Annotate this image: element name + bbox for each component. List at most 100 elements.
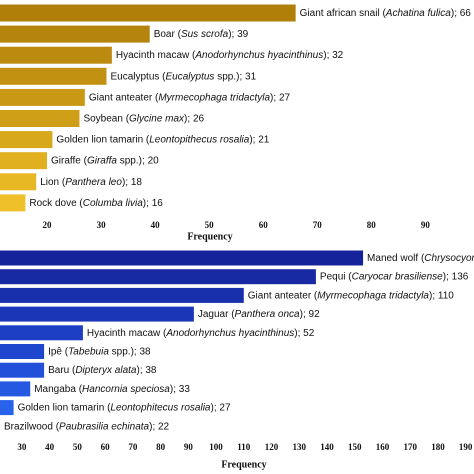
bar: [0, 152, 48, 170]
category-label: Rock dove (Columba livia): [29, 198, 146, 209]
value-label: 32: [332, 50, 344, 61]
x-tick-label: 180: [431, 442, 445, 452]
value-label: 110: [438, 290, 454, 301]
x-axis-title: Frequency: [187, 231, 232, 242]
bar-label: Giant anteater (Myrmecophaga tridactyla)…: [248, 290, 454, 301]
x-tick-label: 80: [156, 442, 166, 452]
x-axis-title: Frequency: [221, 459, 266, 470]
bar: [0, 131, 53, 149]
x-tick-label: 160: [376, 442, 390, 452]
category-label: Mangaba (Hancornia speciosa): [34, 384, 173, 395]
value-label: 52: [303, 327, 315, 338]
bar-label: Hyacinth macaw (Anodorhynchus hyacinthin…: [116, 50, 344, 61]
value-label: 18: [131, 176, 143, 187]
bar-label: Giant anteater (Myrmecophaga tridactyla)…: [89, 92, 291, 103]
bar-label: Hyacinth macaw (Anodorhynchus hyacinthin…: [87, 327, 315, 338]
category-label: Golden lion tamarin (Leontopithecus rosa…: [56, 134, 252, 145]
bar: [0, 306, 194, 322]
separator: ;: [173, 384, 179, 395]
separator: ;: [253, 134, 259, 145]
x-tick-label: 20: [43, 220, 53, 230]
separator: ;: [327, 50, 333, 61]
value-label: 27: [279, 92, 291, 103]
separator: ;: [273, 92, 279, 103]
bar-label: Jaguar (Panthera onca); 92: [198, 309, 320, 320]
bar: [0, 194, 26, 212]
separator: ;: [146, 198, 152, 209]
x-tick-label: 110: [237, 442, 251, 452]
category-label: Giant anteater (Myrmecophaga tridactyla): [248, 290, 433, 301]
bar: [0, 400, 14, 416]
separator: ;: [152, 421, 158, 432]
bar: [0, 4, 296, 22]
x-tick-label: 60: [101, 442, 111, 452]
value-label: 20: [148, 155, 160, 166]
value-label: 136: [452, 271, 469, 282]
category-label: Brazilwood (Paubrasilia echinata): [4, 421, 152, 432]
bar: [0, 67, 107, 85]
category-label: Jaguar (Panthera onca): [198, 309, 303, 320]
bar-label: Rock dove (Columba livia); 16: [29, 198, 163, 209]
category-label: Eucalyptus (Eucalyptus spp.): [110, 71, 239, 82]
x-tick-label: 70: [128, 442, 138, 452]
bar: [0, 173, 37, 191]
separator: ;: [432, 290, 438, 301]
separator: ;: [187, 113, 193, 124]
category-label: Hyacinth macaw (Anodorhynchus hyacinthin…: [116, 50, 327, 61]
x-tick-label: 40: [45, 442, 55, 452]
value-label: 38: [145, 365, 157, 376]
value-label: 22: [158, 421, 170, 432]
bar: [0, 325, 83, 341]
x-tick-label: 80: [367, 220, 377, 230]
x-tick-label: 150: [348, 442, 362, 452]
x-tick-label: 120: [265, 442, 279, 452]
x-tick-label: 170: [403, 442, 417, 452]
category-label: Boar (Sus scrofa): [154, 29, 232, 40]
bar-label: Lion (Panthera leo); 18: [40, 176, 142, 187]
value-label: 66: [460, 8, 472, 19]
category-label: Ipê (Tabebuia spp.): [48, 346, 134, 357]
bar: [0, 110, 80, 127]
x-tick-label: 100: [209, 442, 223, 452]
bar: [0, 344, 45, 359]
x-tick-label: 30: [17, 442, 27, 452]
separator: ;: [446, 271, 452, 282]
separator: ;: [232, 29, 238, 40]
bar-label: Soybean (Glycine max); 26: [83, 113, 204, 124]
bar: [0, 88, 85, 106]
bar-label: Ipê (Tabebuia spp.); 38: [48, 346, 151, 357]
separator: ;: [214, 402, 220, 413]
x-tick-label: 40: [151, 220, 161, 230]
separator: ;: [125, 176, 131, 187]
x-tick-label: 90: [184, 442, 194, 452]
bar: [0, 381, 31, 397]
value-label: 21: [258, 134, 270, 145]
x-tick-label: 130: [293, 442, 307, 452]
value-label: 31: [245, 71, 257, 82]
category-label: Golden lion tamarin (Leontophitecus rosa…: [18, 402, 214, 413]
x-tick-label: 190: [459, 442, 473, 452]
x-tick-label: 70: [313, 220, 323, 230]
bar-label: Maned wolf (Chrysocyon: [367, 253, 474, 264]
category-label: Baru (Dipteryx alata): [48, 365, 140, 376]
value-label: 38: [139, 346, 151, 357]
bar-label: Eucalyptus (Eucalyptus spp.); 31: [110, 71, 256, 82]
bar-label: Golden lion tamarin (Leontopithecus rosa…: [56, 134, 269, 145]
category-label: Maned wolf (Chrysocyon: [367, 253, 474, 264]
bar-label: Boar (Sus scrofa); 39: [154, 29, 249, 40]
bar: [0, 287, 244, 303]
x-tick-label: 50: [73, 442, 83, 452]
separator: ;: [239, 71, 245, 82]
x-tick-label: 30: [97, 220, 107, 230]
bar: [0, 250, 364, 266]
separator: ;: [140, 365, 146, 376]
bar: [0, 269, 316, 285]
bar-label: Brazilwood (Paubrasilia echinata); 22: [4, 421, 170, 432]
x-tick-label: 140: [320, 442, 334, 452]
category-label: Soybean (Glycine max): [83, 113, 187, 124]
bar-label: Baru (Dipteryx alata); 38: [48, 365, 157, 376]
value-label: 39: [237, 29, 249, 40]
value-label: 92: [309, 309, 321, 320]
bar-label: Golden lion tamarin (Leontophitecus rosa…: [18, 402, 231, 413]
